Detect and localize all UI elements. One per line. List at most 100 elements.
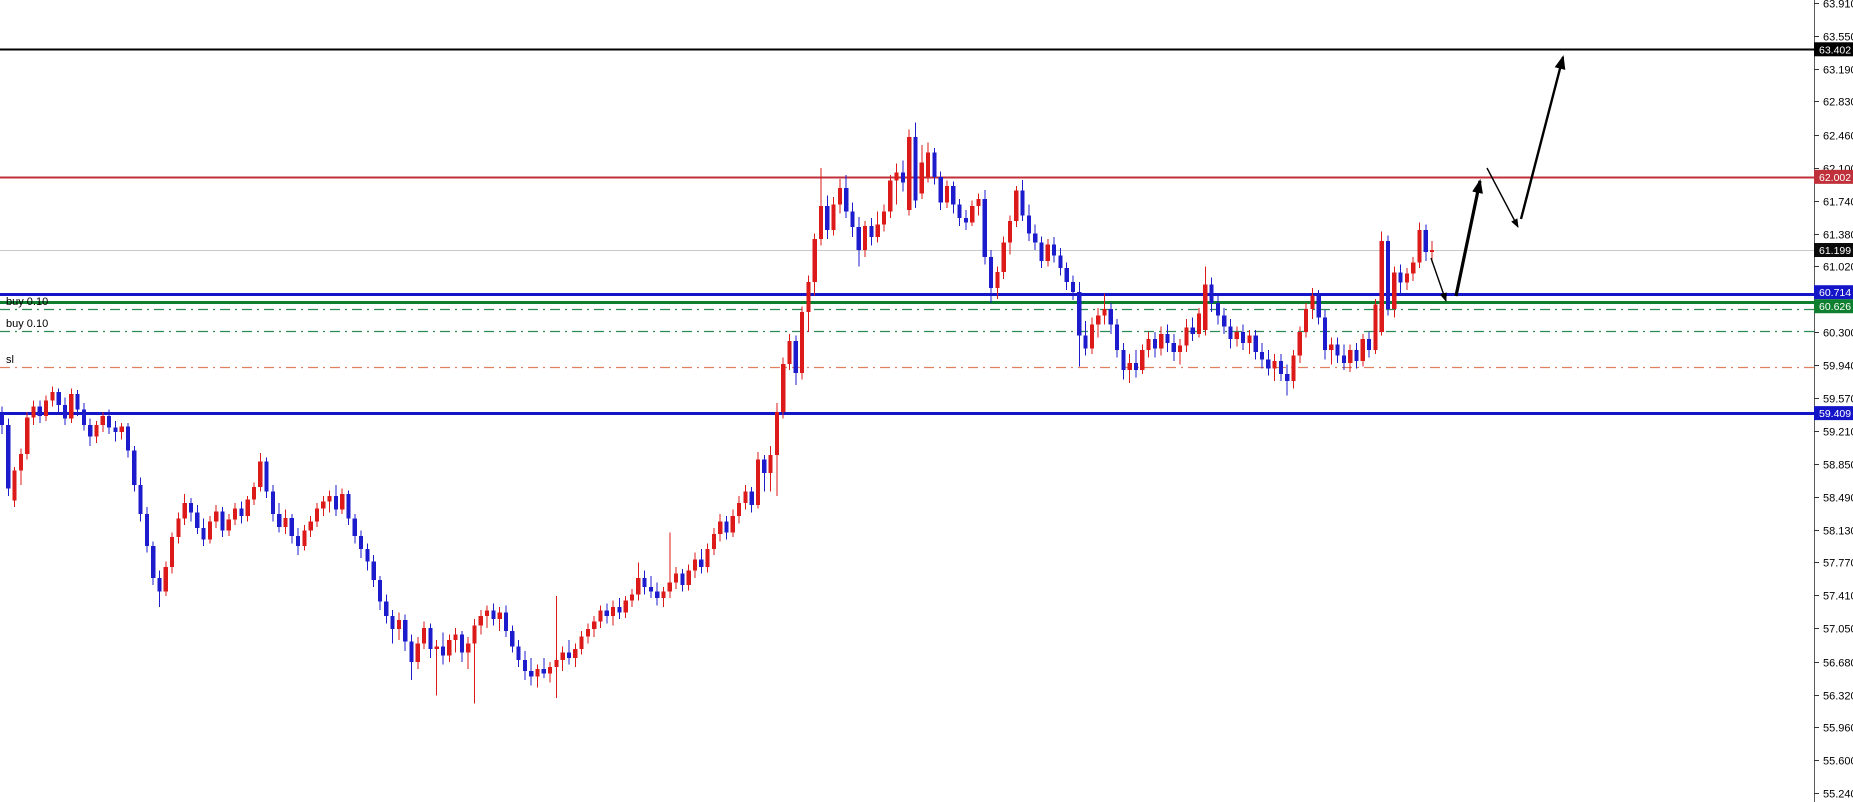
candle-bear	[371, 561, 376, 580]
candle-bear	[201, 527, 206, 540]
candle-bear	[346, 494, 351, 519]
candle-bear	[900, 172, 905, 183]
candles-layer	[0, 122, 1435, 704]
candle-bear	[1052, 244, 1057, 256]
candle-bear	[1039, 242, 1044, 261]
candle-bull	[611, 607, 616, 617]
candle-bear	[1241, 331, 1246, 343]
candle-bear	[1278, 361, 1283, 374]
candle-bull	[787, 341, 792, 364]
axis-tick-label: 59.940	[1823, 361, 1853, 373]
candle-bear	[132, 450, 137, 486]
candle-bear	[1133, 362, 1139, 371]
candle-bear	[377, 579, 383, 602]
candle-bull	[1045, 244, 1050, 261]
candle-bull	[573, 649, 578, 659]
candle-bull	[718, 521, 723, 535]
candle-bear	[1222, 315, 1227, 327]
candle-bull	[31, 406, 36, 418]
bid-price-line-badge	[1814, 243, 1853, 258]
candle-bear	[604, 610, 609, 617]
candle-bear	[403, 619, 408, 642]
axis-tick-label: 55.600	[1823, 756, 1853, 768]
axis-tick-label: 58.850	[1823, 460, 1853, 472]
candle-bull	[1417, 229, 1422, 263]
resistance-62002-badge	[1814, 169, 1853, 184]
annotation-arrows-layer	[1430, 55, 1566, 302]
retrace-arrow-1[interactable]	[1430, 257, 1447, 302]
price-axis[interactable]: 63.91063.55063.19062.83062.46062.10061.7…	[1814, 0, 1853, 802]
candle-bear	[390, 616, 395, 629]
candle-bear	[107, 415, 112, 428]
candle-bear	[365, 548, 370, 562]
candle-bear	[333, 495, 338, 510]
candle-bear	[81, 409, 86, 425]
candle-bear	[825, 206, 830, 230]
candle-bull	[667, 582, 672, 592]
axis-tick-label: 61.380	[1823, 230, 1853, 242]
candle-bear	[856, 227, 861, 250]
candle-bull	[944, 186, 950, 203]
candle-bull	[94, 424, 99, 437]
candle-bull	[592, 621, 597, 629]
candle-bull	[692, 559, 698, 571]
candle-bear	[793, 341, 798, 373]
candle-bull	[888, 180, 893, 212]
candle-bull	[1304, 309, 1309, 332]
candle-bull	[636, 577, 641, 595]
candle-bull	[1178, 345, 1183, 352]
candle-bear	[37, 406, 42, 416]
candle-bear	[869, 226, 874, 238]
support-60714-badge	[1814, 285, 1853, 300]
candle-bull	[598, 610, 603, 622]
candle-bear	[1115, 324, 1120, 351]
stop-loss-label[interactable]: sl	[6, 353, 14, 366]
candle-bull	[976, 198, 981, 207]
axis-tick-label: 58.490	[1823, 493, 1853, 505]
buy-order-label-1[interactable]: buy 0.10	[6, 295, 49, 308]
candle-bear	[1335, 344, 1340, 356]
candle-bull	[995, 271, 1000, 289]
candle-bear	[1341, 355, 1346, 363]
candle-bear	[1316, 295, 1321, 318]
candle-bull	[18, 454, 23, 471]
candle-bull	[1247, 335, 1252, 343]
candle-bear	[195, 512, 200, 528]
candle-bull	[497, 612, 502, 619]
candle-bear	[1033, 233, 1038, 243]
candle-bull	[182, 503, 187, 519]
candle-bear	[503, 612, 509, 631]
retrace-arrow-2[interactable]	[1486, 167, 1519, 228]
candle-bull	[919, 162, 924, 194]
candle-bear	[56, 392, 61, 405]
candle-bull	[1146, 339, 1151, 351]
candle-bear	[359, 536, 364, 549]
candle-bull	[25, 417, 30, 455]
bid-price-line-badge-text: 61.199	[1819, 245, 1851, 257]
candle-bull	[1310, 295, 1315, 310]
candle-bull	[768, 454, 773, 474]
impulse-arrow-1[interactable]	[1454, 179, 1483, 297]
candle-bear	[1266, 359, 1271, 369]
axis-tick-label: 58.130	[1823, 526, 1853, 538]
candle-bear	[151, 546, 156, 578]
candle-bull	[548, 667, 553, 674]
candle-bull	[1184, 327, 1189, 346]
candle-bear	[1083, 335, 1088, 349]
candle-bear	[938, 177, 943, 203]
candle-bear	[1152, 339, 1157, 349]
candle-bear	[989, 257, 994, 289]
impulse-arrow-2[interactable]	[1519, 55, 1566, 220]
candle-bull	[1234, 331, 1239, 340]
buy-order-label-2[interactable]: buy 0.10	[6, 317, 49, 330]
candle-bull	[1360, 339, 1365, 362]
candle-bull	[233, 508, 238, 520]
candle-bear	[963, 218, 968, 223]
candle-bear	[277, 514, 282, 527]
candle-bull	[1392, 272, 1397, 310]
candle-bear	[264, 461, 269, 492]
candle-bull	[176, 518, 181, 537]
candle-bull	[453, 634, 458, 640]
candle-bear	[1058, 255, 1063, 269]
